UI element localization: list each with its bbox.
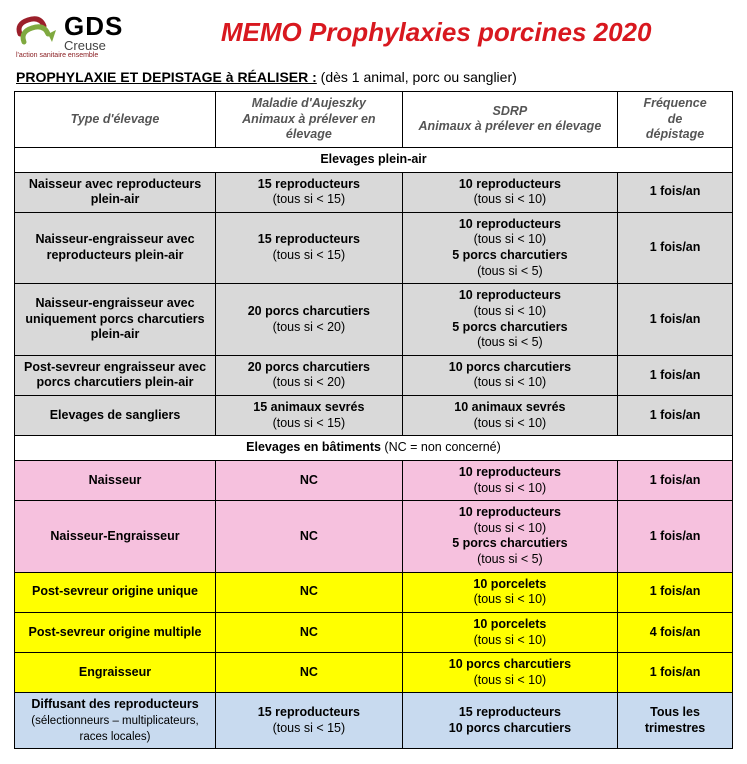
- table-row: Post-sevreur origine multiple NC 10 porc…: [15, 612, 733, 652]
- cell-freq: Tous les trimestres: [618, 693, 733, 749]
- gds-logo-icon: [14, 12, 58, 52]
- cell-freq: 4 fois/an: [618, 612, 733, 652]
- logo: GDS Creuse: [14, 12, 123, 52]
- section-batiments: Elevages en bâtiments (NC = non concerné…: [15, 436, 733, 461]
- cell-auj: 15 reproducteurs(tous si < 15): [216, 693, 403, 749]
- cell-auj: 15 reproducteurs(tous si < 15): [216, 212, 403, 284]
- header: GDS Creuse MEMO Prophylaxies porcines 20…: [14, 12, 733, 52]
- cell-sdrp: 10 reproducteurs(tous si < 10): [402, 172, 617, 212]
- logo-tagline: l'action sanitaire ensemble: [16, 52, 733, 59]
- cell-type: Naisseur-engraisseur avec reproducteurs …: [15, 212, 216, 284]
- cell-freq: 1 fois/an: [618, 212, 733, 284]
- cell-auj: NC: [216, 501, 403, 573]
- table-row: Naisseur avec reproducteurs plein-air 15…: [15, 172, 733, 212]
- cell-sdrp: 10 animaux sevrés(tous si < 10): [402, 396, 617, 436]
- logo-gds-label: GDS: [64, 13, 123, 39]
- subtitle: PROPHYLAXIE ET DEPISTAGE à RÉALISER : (d…: [16, 69, 731, 85]
- cell-freq: 1 fois/an: [618, 572, 733, 612]
- col-aujeszky: Maladie d'Aujeszky Animaux à prélever en…: [216, 92, 403, 148]
- cell-sdrp: 10 reproducteurs(tous si < 10) 5 porcs c…: [402, 501, 617, 573]
- table-row: Naisseur NC 10 reproducteurs(tous si < 1…: [15, 460, 733, 500]
- cell-type: Engraisseur: [15, 653, 216, 693]
- cell-type: Post-sevreur engraisseur avec porcs char…: [15, 355, 216, 395]
- cell-auj: 15 animaux sevrés(tous si < 15): [216, 396, 403, 436]
- table-row: Engraisseur NC 10 porcs charcutiers(tous…: [15, 653, 733, 693]
- cell-sdrp: 10 porcelets(tous si < 10): [402, 572, 617, 612]
- prophylaxis-table: Type d'élevage Maladie d'Aujeszky Animau…: [14, 91, 733, 749]
- cell-auj: 20 porcs charcutiers(tous si < 20): [216, 284, 403, 356]
- subtitle-underline: PROPHYLAXIE ET DEPISTAGE à RÉALISER :: [16, 69, 317, 85]
- cell-freq: 1 fois/an: [618, 653, 733, 693]
- section-label: Elevages plein-air: [15, 147, 733, 172]
- cell-sdrp: 10 reproducteurs(tous si < 10) 5 porcs c…: [402, 212, 617, 284]
- table-row: Post-sevreur engraisseur avec porcs char…: [15, 355, 733, 395]
- cell-sdrp: 10 reproducteurs(tous si < 10) 5 porcs c…: [402, 284, 617, 356]
- cell-auj: NC: [216, 460, 403, 500]
- col-type: Type d'élevage: [15, 92, 216, 148]
- cell-auj: NC: [216, 653, 403, 693]
- table-row: Diffusant des reproducteurs (sélectionne…: [15, 693, 733, 749]
- cell-freq: 1 fois/an: [618, 355, 733, 395]
- cell-type: Naisseur avec reproducteurs plein-air: [15, 172, 216, 212]
- cell-type: Naisseur-Engraisseur: [15, 501, 216, 573]
- cell-auj: 15 reproducteurs(tous si < 15): [216, 172, 403, 212]
- cell-sdrp: 10 porcs charcutiers(tous si < 10): [402, 355, 617, 395]
- cell-auj: NC: [216, 612, 403, 652]
- cell-type: Post-sevreur origine unique: [15, 572, 216, 612]
- table-row: Elevages de sangliers 15 animaux sevrés(…: [15, 396, 733, 436]
- page-title: MEMO Prophylaxies porcines 2020: [139, 17, 733, 48]
- table-header-row: Type d'élevage Maladie d'Aujeszky Animau…: [15, 92, 733, 148]
- cell-freq: 1 fois/an: [618, 501, 733, 573]
- table-row: Naisseur-Engraisseur NC 10 reproducteurs…: [15, 501, 733, 573]
- cell-type: Post-sevreur origine multiple: [15, 612, 216, 652]
- cell-type: Elevages de sangliers: [15, 396, 216, 436]
- cell-auj: NC: [216, 572, 403, 612]
- cell-freq: 1 fois/an: [618, 396, 733, 436]
- cell-type: Diffusant des reproducteurs (sélectionne…: [15, 693, 216, 749]
- col-freq: Fréquence de dépistage: [618, 92, 733, 148]
- section-plein-air: Elevages plein-air: [15, 147, 733, 172]
- subtitle-rest: (dès 1 animal, porc ou sanglier): [317, 69, 517, 85]
- logo-text: GDS Creuse: [64, 13, 123, 52]
- table-row: Naisseur-engraisseur avec uniquement por…: [15, 284, 733, 356]
- cell-freq: 1 fois/an: [618, 172, 733, 212]
- col-sdrp: SDRP Animaux à prélever en élevage: [402, 92, 617, 148]
- cell-auj: 20 porcs charcutiers(tous si < 20): [216, 355, 403, 395]
- table-row: Post-sevreur origine unique NC 10 porcel…: [15, 572, 733, 612]
- cell-sdrp: 10 reproducteurs(tous si < 10): [402, 460, 617, 500]
- table-row: Naisseur-engraisseur avec reproducteurs …: [15, 212, 733, 284]
- cell-type: Naisseur: [15, 460, 216, 500]
- cell-sdrp: 10 porcelets(tous si < 10): [402, 612, 617, 652]
- cell-sdrp: 10 porcs charcutiers(tous si < 10): [402, 653, 617, 693]
- cell-type: Naisseur-engraisseur avec uniquement por…: [15, 284, 216, 356]
- section-label: Elevages en bâtiments (NC = non concerné…: [15, 436, 733, 461]
- cell-sdrp: 15 reproducteurs 10 porcs charcutiers: [402, 693, 617, 749]
- logo-region-label: Creuse: [64, 39, 123, 52]
- cell-freq: 1 fois/an: [618, 460, 733, 500]
- cell-freq: 1 fois/an: [618, 284, 733, 356]
